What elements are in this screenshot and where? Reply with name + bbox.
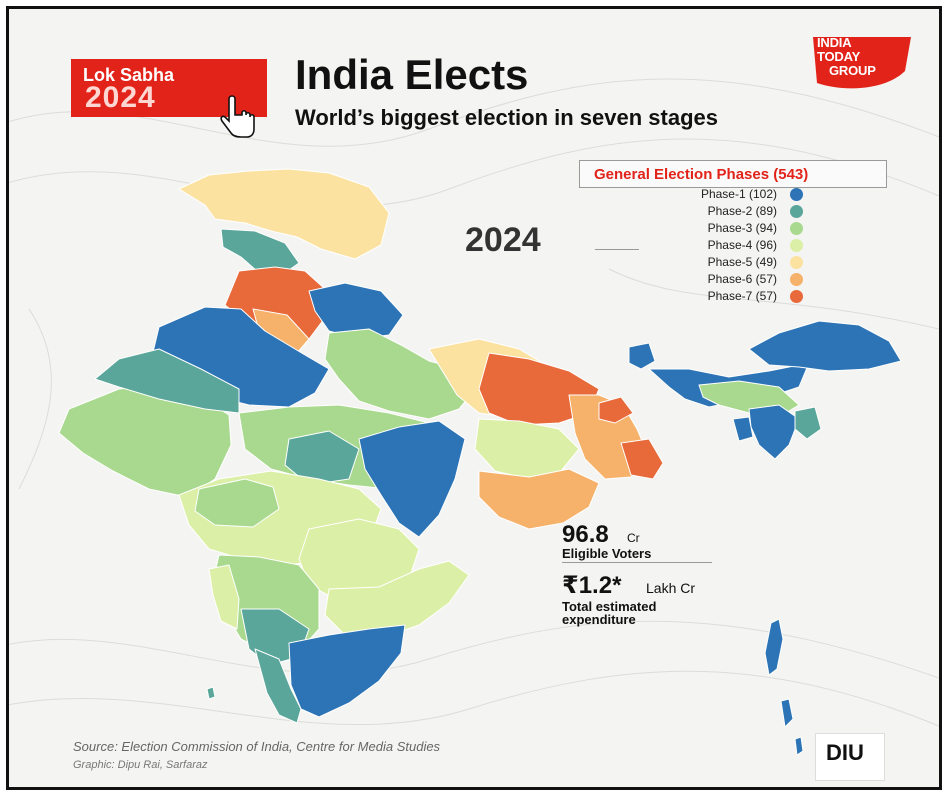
background-contour-lines bbox=[9, 78, 939, 727]
graphic-credit: Graphic: Dipu Rai, Sarfaraz bbox=[73, 759, 208, 771]
main-title: India Elects bbox=[295, 51, 529, 98]
expenditure-value: ₹1.2* bbox=[562, 572, 622, 599]
legend-swatch bbox=[790, 290, 803, 303]
diu-logo-text: DIU bbox=[826, 740, 864, 765]
source-note: Source: Election Commission of India, Ce… bbox=[73, 739, 441, 754]
eligible-voters-unit: Cr bbox=[627, 531, 640, 545]
region-manipur bbox=[794, 406, 822, 440]
stats-divider bbox=[562, 562, 712, 563]
legend-label: Phase-5 (49) bbox=[707, 255, 777, 269]
eligible-voters-label: Eligible Voters bbox=[562, 546, 652, 561]
region-rajasthan-south bbox=[94, 348, 240, 414]
expenditure-label-line1: Total estimated bbox=[562, 599, 657, 614]
year-label: 2024 bbox=[465, 221, 541, 259]
legend-swatch bbox=[790, 222, 803, 235]
region-odisha bbox=[478, 468, 600, 530]
legend-title-box: General Election Phases (543) bbox=[579, 160, 887, 188]
eligible-voters-value: 96.8 bbox=[562, 521, 609, 548]
legend-label: Phase-7 (57) bbox=[707, 289, 777, 303]
region-arunachal bbox=[748, 320, 902, 372]
legend-label: Phase-3 (94) bbox=[707, 221, 777, 235]
brand-line3: GROUP bbox=[829, 63, 876, 78]
legend-item-phase-6: Phase-6 (57) bbox=[659, 272, 809, 288]
region-goa-coast bbox=[208, 564, 240, 630]
legend-label: Phase-4 (96) bbox=[707, 238, 777, 252]
brand-line1: INDIA bbox=[817, 35, 852, 50]
region-sikkim bbox=[628, 342, 656, 370]
legend-item-phase-4: Phase-4 (96) bbox=[659, 238, 809, 254]
region-ne-south bbox=[748, 404, 800, 460]
region-andhra bbox=[324, 560, 470, 640]
region-lakshadweep bbox=[206, 686, 216, 700]
expenditure-label-line2: expenditure bbox=[562, 612, 636, 627]
legend-label: Phase-6 (57) bbox=[707, 272, 777, 286]
legend-swatch bbox=[790, 239, 803, 252]
legend-title: General Election Phases (543) bbox=[594, 166, 809, 183]
legend-swatch bbox=[790, 273, 803, 286]
india-phase-map bbox=[58, 168, 902, 756]
region-chhattisgarh bbox=[358, 420, 466, 538]
subtitle: World’s biggest election in seven stages bbox=[295, 105, 719, 130]
legend-swatch bbox=[790, 256, 803, 269]
region-kerala bbox=[254, 648, 302, 724]
region-jammu-kashmir bbox=[178, 168, 390, 260]
region-bengal-north bbox=[598, 396, 634, 424]
region-uttarakhand bbox=[308, 282, 404, 340]
badge-year: 2024 bbox=[85, 81, 156, 114]
region-nicobar bbox=[780, 698, 804, 756]
region-tripura bbox=[732, 416, 754, 442]
legend-item-phase-3: Phase-3 (94) bbox=[659, 221, 809, 237]
legend-item-phase-7: Phase-7 (57) bbox=[659, 289, 809, 305]
region-maharashtra-west bbox=[194, 478, 280, 528]
india-today-group-logo bbox=[813, 37, 911, 89]
diu-logo: DIU bbox=[815, 733, 885, 781]
region-tamil-nadu bbox=[288, 624, 406, 718]
legend-item-phase-2: Phase-2 (89) bbox=[659, 204, 809, 220]
legend-swatch bbox=[790, 188, 803, 201]
brand-line2: TODAY bbox=[817, 49, 861, 64]
legend-swatch bbox=[790, 205, 803, 218]
legend-label: Phase-1 (102) bbox=[700, 187, 777, 201]
expenditure-unit: Lakh Cr bbox=[646, 580, 696, 596]
legend-item-phase-1: Phase-1 (102) bbox=[659, 187, 809, 203]
year-divider bbox=[595, 249, 639, 250]
legend-label: Phase-2 (89) bbox=[707, 204, 777, 218]
region-mp-central bbox=[284, 430, 360, 486]
badge-line1: Lok Sabha bbox=[83, 65, 175, 85]
region-andaman bbox=[764, 618, 784, 676]
region-bengal-south bbox=[620, 438, 664, 480]
region-up-west bbox=[324, 328, 480, 420]
pointing-hand-icon bbox=[220, 95, 255, 138]
legend-item-phase-5: Phase-5 (49) bbox=[659, 255, 809, 271]
infographic-frame: Lok Sabha 2024 India Elects World’s bigg… bbox=[6, 6, 942, 790]
